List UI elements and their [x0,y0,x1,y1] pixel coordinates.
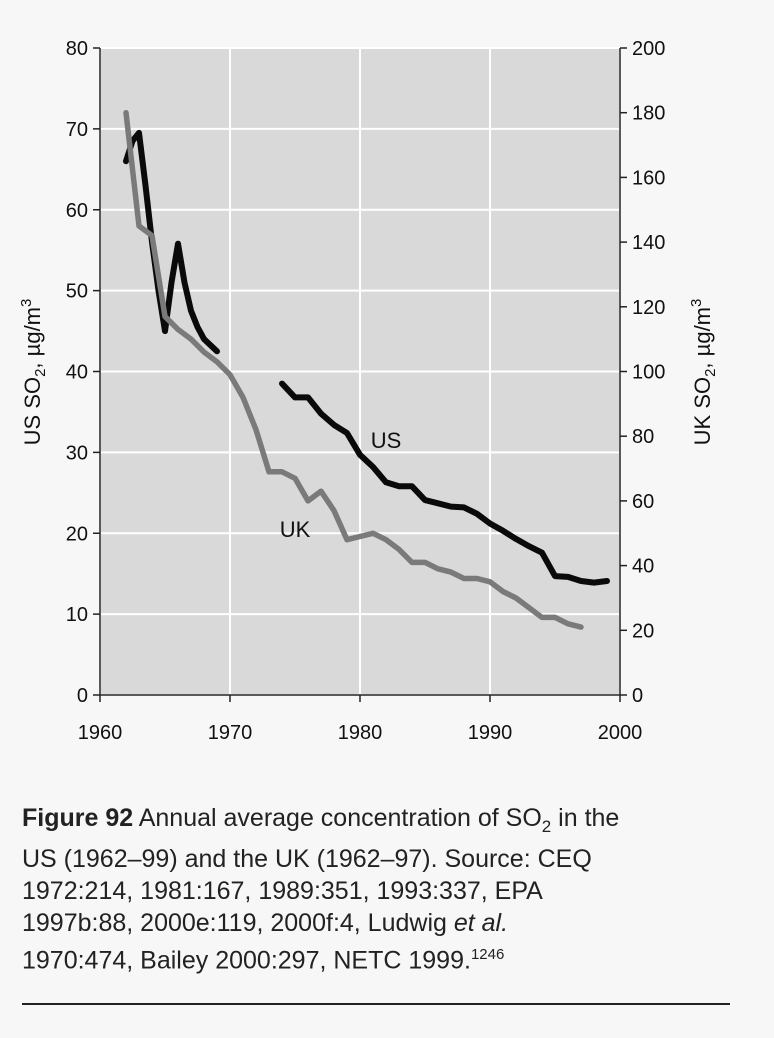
y-left-tick-label: 60 [66,200,88,222]
y-left-tick-label: 80 [66,38,88,60]
so2-line-chart: 0 10 20 30 40 50 60 70 80 0 20 40 60 80 100 120 140 160 18… [18,38,719,744]
series-annotations: US UK [280,428,402,542]
x-tick-label: 1960 [78,722,123,744]
y-left-tick-label: 50 [66,281,88,303]
y-left-tick-label: 40 [66,362,88,384]
y-right-tick-label: 200 [632,38,665,60]
y-axis-left-title: US SO2, µg/m3 [18,299,49,446]
y-left-tick-label: 70 [66,119,88,141]
y-right-tick-label: 140 [632,232,665,254]
x-tick-label: 2000 [598,722,643,744]
x-tick-label: 1980 [338,722,383,744]
y-right-tick-label: 160 [632,167,665,189]
figure-caption: Figure 92 Annual average concentration o… [22,802,742,976]
y-left-tick-label: 0 [77,685,88,707]
x-tick-label: 1970 [208,722,253,744]
y-left-tick-label: 20 [66,523,88,545]
y-axis-right-title: UK SO2, µg/m3 [688,299,719,446]
y-right-tick-label: 0 [632,685,643,707]
y-left-tick-label: 10 [66,604,88,626]
caption-line-3: 1972:214, 1981:167, 1989:351, 1993:337, … [22,877,543,905]
figure-label: Figure 92 [22,804,134,832]
y-right-tick-label: 120 [632,297,665,319]
series-label-us: US [371,428,402,453]
axes [93,47,627,702]
y-left-tick-label: 30 [66,442,88,464]
y-right-tick-label: 20 [632,620,654,642]
y-right-tick-label: 40 [632,556,654,578]
caption-line-5: 1970:474, Bailey 2000:297, NETC 1999.124… [22,946,505,975]
caption-line-2: US (1962–99) and the UK (1962–97). Sourc… [22,845,592,873]
y-right-tick-label: 60 [632,491,654,513]
tick-labels: 0 10 20 30 40 50 60 70 80 0 20 40 60 80 100 120 140 160 18… [66,38,666,744]
caption-line-4: 1997b:88, 2000e:119, 2000f:4, Ludwig et … [22,909,509,937]
series-label-uk: UK [280,517,311,542]
bottom-rule [22,1003,730,1005]
series-line-uk [123,109,584,630]
y-right-tick-label: 80 [632,426,654,448]
series-line-us [123,129,220,355]
y-right-tick-label: 100 [632,362,665,384]
series-line-us [279,380,610,586]
caption-line-1: Figure 92 Annual average concentration o… [22,804,620,836]
gridlines [99,47,621,696]
series-lines [123,109,610,630]
y-right-tick-label: 180 [632,103,665,125]
x-tick-label: 1990 [468,722,513,744]
